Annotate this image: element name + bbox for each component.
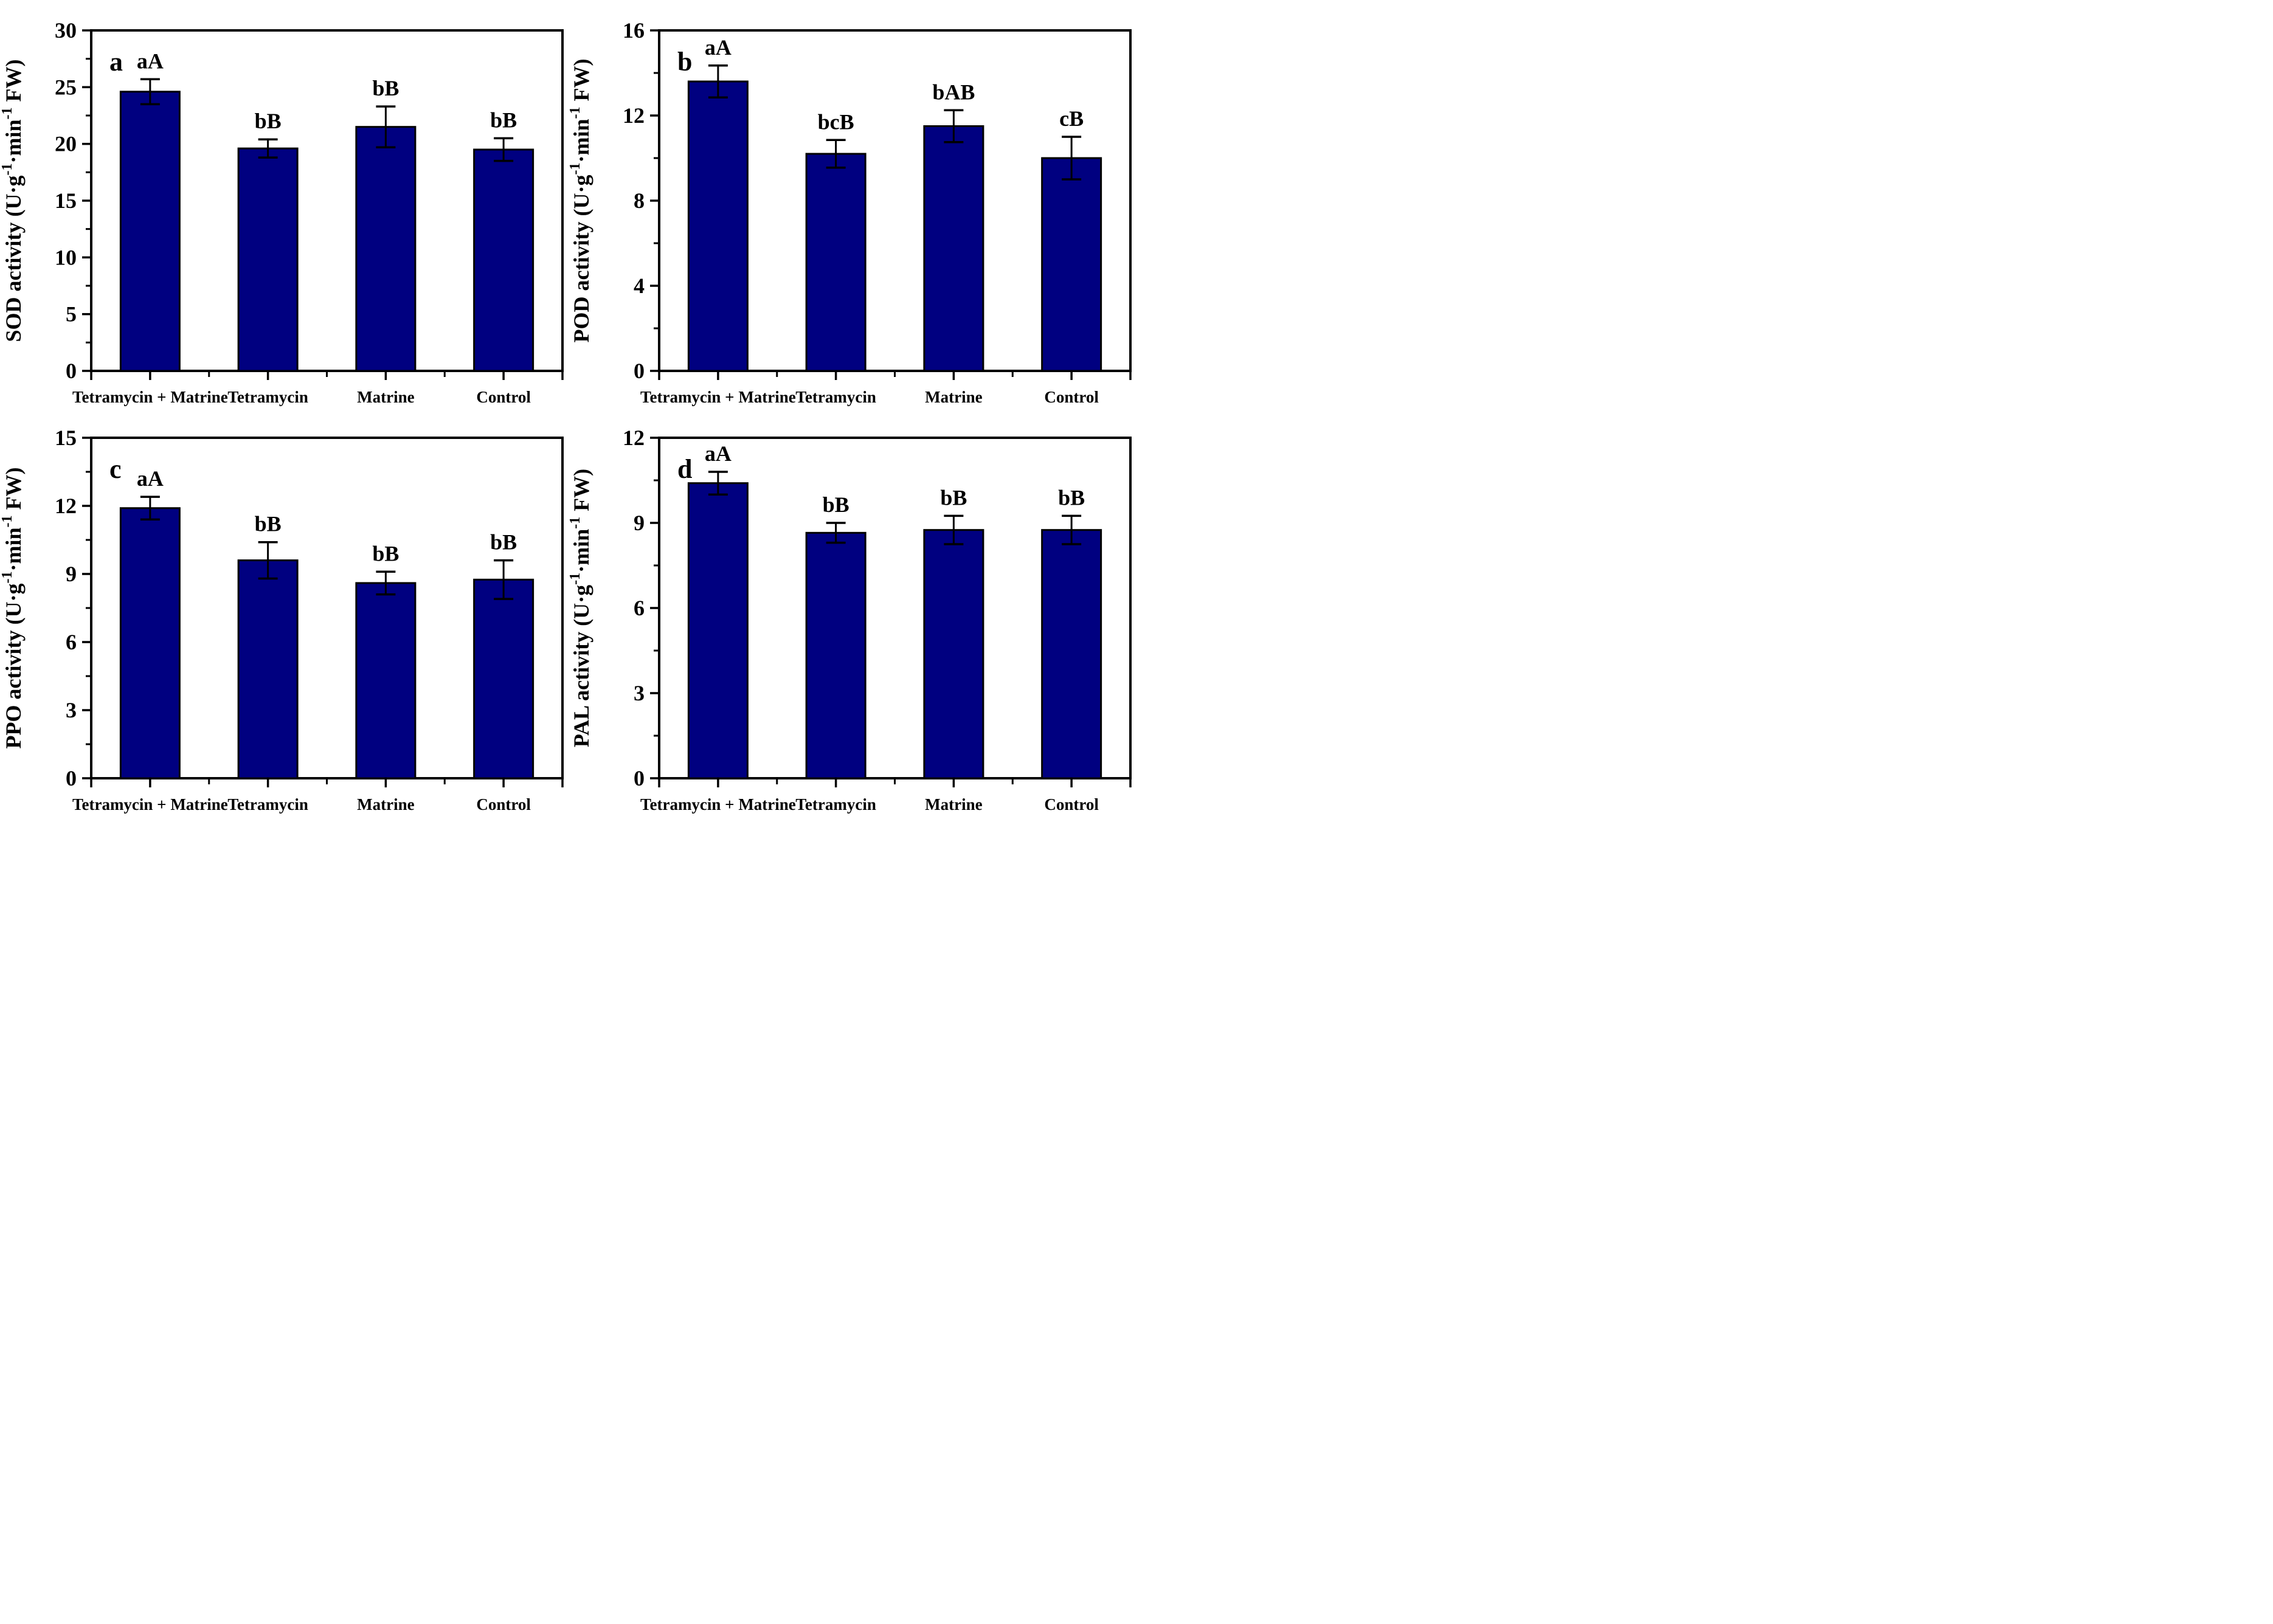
y-tick-label: 6: [634, 596, 645, 620]
panel-letter-c: c: [109, 454, 122, 484]
y-tick-label: 15: [55, 188, 77, 213]
y-axis-title: SOD activity (U·g-1·min-1 FW): [0, 60, 26, 342]
sig-letter-tetramycin: bB: [255, 512, 282, 536]
bar-matrine: [923, 125, 984, 372]
panel-letter-b: b: [677, 47, 692, 77]
y-tick-label: 25: [55, 75, 77, 99]
y-tick-label: 4: [634, 274, 645, 298]
y-tick-label: 6: [66, 630, 77, 654]
sig-letter-matrine: bB: [372, 541, 399, 565]
bar-tetramycin: [237, 147, 299, 372]
y-axis-title: PPO activity (U·g-1·min-1 FW): [0, 468, 26, 749]
y-tick-label: 9: [66, 562, 77, 586]
x-category-label-control: Control: [476, 388, 531, 406]
bar-tetramycin: [805, 153, 867, 372]
panel-a-chart: 0 5 10 15 20 25 30 aA Tetramycin + Matrine bB Tetr…: [0, 18, 564, 406]
enzyme-activity-figure: 0 5 10 15 20 25 30 aA Tetramycin + Matrine bB Tetr…: [0, 0, 1136, 815]
x-category-label-tetramycin: Tetramycin: [227, 388, 308, 406]
panel-c: 0 3 6 9 12 15 aA Tetramycin + Matrine bB Tetramyc…: [0, 407, 568, 815]
sig-letter-matrine: bB: [940, 485, 967, 510]
bar-tetramycin-matrine: [119, 507, 181, 779]
bar-tetramycin-matrine: [119, 91, 181, 372]
sig-letter-tetramycin: bB: [255, 109, 282, 133]
y-tick-label: 12: [623, 426, 645, 450]
x-category-label-tetramycin: Tetramycin: [795, 795, 876, 814]
x-category-label-tetramycin-matrine: Tetramycin + Matrine: [72, 388, 228, 406]
sig-letter-control: bB: [1058, 485, 1085, 510]
y-tick-label: 9: [634, 511, 645, 535]
y-tick-label: 5: [66, 302, 77, 327]
panel-d-chart: 0 3 6 9 12 aA Tetramycin + Matrine bB Tetramycin…: [568, 426, 1132, 814]
bar-control: [473, 148, 535, 372]
sig-letter-control: cB: [1059, 106, 1084, 131]
bar-matrine: [355, 126, 417, 372]
y-tick-label: 16: [623, 18, 645, 43]
bar-tetramycin-matrine: [687, 80, 749, 372]
y-axis-title: POD activity (U·g-1·min-1 FW): [568, 59, 593, 343]
sig-letter-tetramycin-matrine: aA: [137, 466, 164, 491]
x-category-label-matrine: Matrine: [925, 388, 982, 406]
y-tick-label: 0: [634, 359, 645, 383]
x-category-label-control: Control: [476, 795, 531, 814]
panel-c-chart: 0 3 6 9 12 15 aA Tetramycin + Matrine bB Tetramyc…: [0, 426, 564, 814]
y-tick-label: 8: [634, 188, 645, 213]
x-category-label-tetramycin: Tetramycin: [227, 795, 308, 814]
panel-a: 0 5 10 15 20 25 30 aA Tetramycin + Matrine bB Tetr…: [0, 0, 568, 407]
y-tick-label: 0: [66, 766, 77, 790]
bar-control: [1041, 157, 1102, 372]
sig-letter-control: bB: [490, 108, 517, 132]
y-tick-label: 10: [55, 245, 77, 269]
x-category-label-matrine: Matrine: [925, 795, 982, 814]
panel-d: 0 3 6 9 12 aA Tetramycin + Matrine bB Tetramycin…: [568, 407, 1136, 815]
bar-control: [473, 578, 535, 779]
y-tick-label: 12: [623, 103, 645, 128]
sig-letter-tetramycin: bB: [823, 492, 849, 517]
y-tick-label: 30: [55, 18, 77, 43]
y-tick-label: 20: [55, 132, 77, 156]
x-category-label-matrine: Matrine: [357, 388, 414, 406]
y-tick-label: 3: [66, 698, 77, 722]
panel-letter-a: a: [109, 47, 123, 77]
sig-letter-tetramycin-matrine: aA: [705, 441, 732, 466]
x-category-label-tetramycin-matrine: Tetramycin + Matrine: [640, 388, 796, 406]
sig-letter-control: bB: [490, 530, 517, 555]
bar-tetramycin-matrine: [687, 482, 749, 779]
y-tick-label: 12: [55, 494, 77, 518]
y-tick-label: 3: [634, 681, 645, 705]
panel-b: 0 4 8 12 16 aA Tetramycin + Matrine bcB Tetramyc…: [568, 0, 1136, 407]
sig-letter-tetramycin-matrine: aA: [137, 49, 164, 73]
x-category-label-control: Control: [1044, 388, 1099, 406]
y-tick-label: 15: [55, 426, 77, 450]
sig-letter-tetramycin-matrine: aA: [705, 35, 732, 60]
sig-letter-matrine: bB: [372, 76, 399, 100]
panel-letter-d: d: [677, 454, 692, 484]
y-tick-label: 0: [66, 359, 77, 383]
bar-tetramycin: [237, 559, 299, 779]
sig-letter-tetramycin: bcB: [818, 109, 854, 134]
bar-matrine: [923, 529, 984, 779]
bar-control: [1041, 529, 1102, 779]
y-axis-title: PAL activity (U·g-1·min-1 FW): [568, 469, 593, 747]
x-category-label-matrine: Matrine: [357, 795, 414, 814]
sig-letter-matrine: bAB: [932, 80, 975, 104]
bar-matrine: [355, 582, 417, 779]
x-category-label-control: Control: [1044, 795, 1099, 814]
y-tick-label: 0: [634, 766, 645, 790]
x-category-label-tetramycin-matrine: Tetramycin + Matrine: [640, 795, 796, 814]
bar-tetramycin: [805, 531, 867, 779]
x-category-label-tetramycin-matrine: Tetramycin + Matrine: [72, 795, 228, 814]
x-category-label-tetramycin: Tetramycin: [795, 388, 876, 406]
